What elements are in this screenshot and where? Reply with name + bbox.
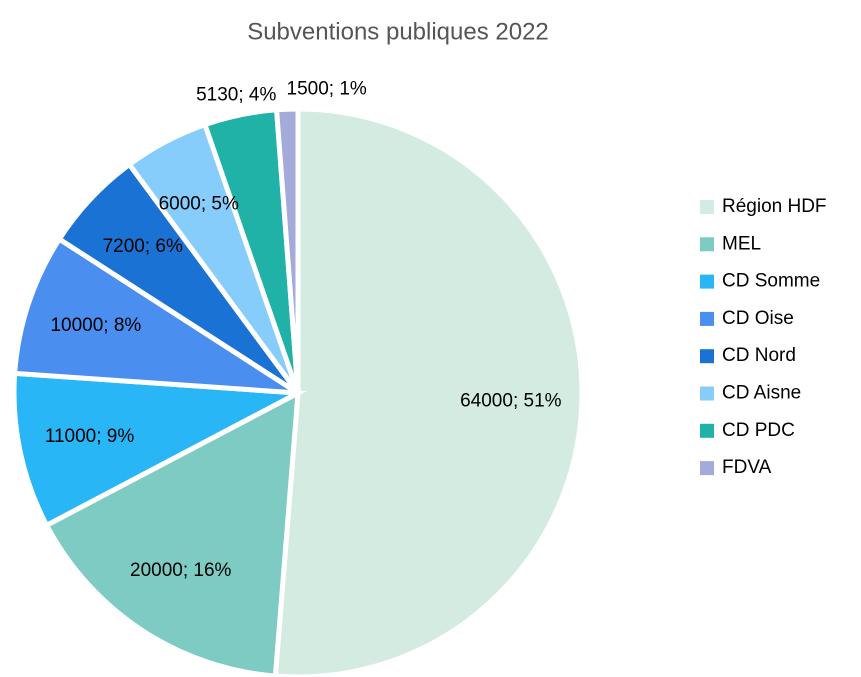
data-label: 1500; 1% bbox=[287, 78, 367, 99]
data-label: 20000; 16% bbox=[130, 560, 232, 581]
pie-slice bbox=[12, 235, 300, 396]
data-label: 5130; 4% bbox=[196, 84, 276, 105]
data-label: 6000; 5% bbox=[159, 194, 239, 215]
legend-swatch bbox=[700, 237, 714, 252]
data-label: 64000; 51% bbox=[460, 391, 562, 412]
legend-label: CD Nord bbox=[722, 345, 796, 366]
data-label: 7200; 6% bbox=[103, 236, 183, 257]
legend-label: Région HDF bbox=[722, 196, 827, 217]
legend-swatch bbox=[700, 200, 714, 214]
legend-label: CD Oise bbox=[722, 308, 794, 329]
pie-slice bbox=[11, 370, 307, 529]
pie-slice bbox=[43, 388, 301, 677]
legend-label: MEL bbox=[722, 233, 761, 254]
legend-label: FDVA bbox=[722, 457, 772, 478]
legend-label: CD Somme bbox=[722, 271, 820, 292]
legend-swatch bbox=[700, 349, 714, 364]
legend-label: CD Aisne bbox=[722, 383, 801, 404]
pie-slice bbox=[272, 106, 585, 677]
legend-swatch bbox=[700, 274, 714, 289]
pie-slice bbox=[273, 106, 301, 394]
legend-label: CD PDC bbox=[722, 420, 795, 441]
data-label: 10000; 8% bbox=[50, 315, 141, 336]
legend-swatch bbox=[700, 386, 714, 401]
legend-swatch bbox=[700, 461, 714, 476]
legend-swatch bbox=[700, 423, 714, 438]
legend-swatch bbox=[700, 311, 714, 326]
chart-title: Subventions publiques 2022 bbox=[247, 18, 549, 45]
data-label: 11000; 9% bbox=[45, 426, 135, 447]
